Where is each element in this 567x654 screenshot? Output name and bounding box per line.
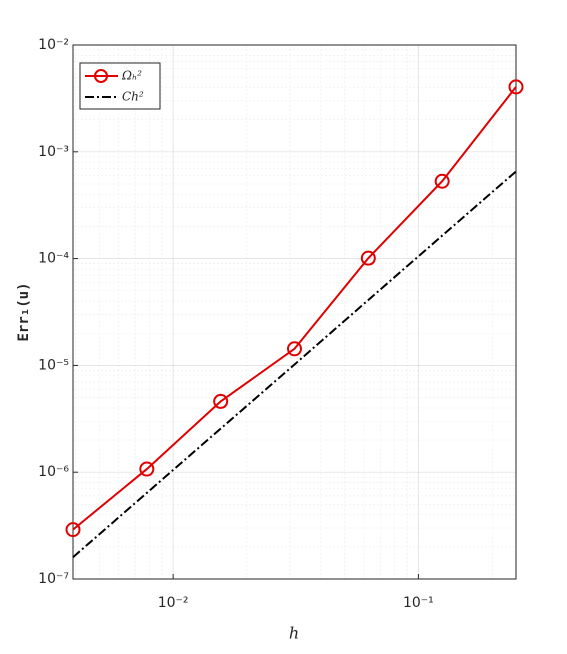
data-point <box>139 461 155 477</box>
y-tick-label: 10⁻⁷ <box>38 571 69 587</box>
y-tick-label: 10⁻⁶ <box>38 464 69 480</box>
legend-box <box>79 62 161 110</box>
legend-marker <box>94 69 108 83</box>
x-tick-label: 10⁻¹ <box>403 595 434 611</box>
x-axis-label: h <box>289 624 299 643</box>
data-point <box>287 341 302 357</box>
plot-frame <box>72 44 517 580</box>
data-point <box>434 173 450 189</box>
series-line <box>72 170 517 558</box>
data-point <box>65 522 81 538</box>
x-tick-label: 10⁻² <box>158 595 189 611</box>
y-tick-label: 10⁻³ <box>38 144 69 160</box>
y-tick-label: 10⁻⁵ <box>38 357 69 373</box>
data-point <box>213 393 229 409</box>
y-tick-label: 10⁻⁴ <box>38 251 69 267</box>
legend-label: Ωₕ² <box>121 69 142 83</box>
series-line <box>72 86 517 531</box>
y-tick-label: 10⁻² <box>38 37 69 53</box>
data-point <box>360 250 376 266</box>
y-axis-label: Err₁(u) <box>16 282 32 341</box>
legend-label: Ch² <box>122 90 144 104</box>
data-point <box>508 79 524 95</box>
